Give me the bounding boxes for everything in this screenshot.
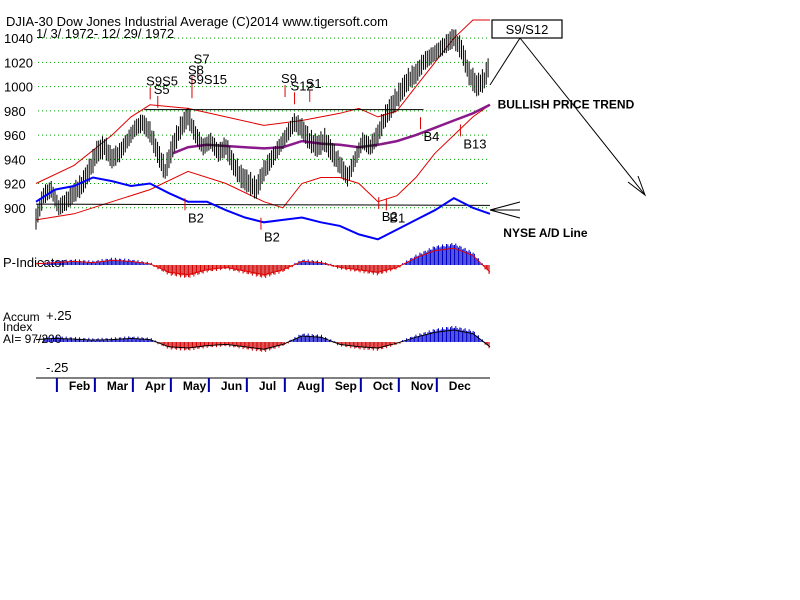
sell-signal-label: S9 bbox=[281, 71, 297, 86]
forecast-down-arrow bbox=[519, 37, 646, 196]
signal-box bbox=[491, 19, 563, 39]
ad-line bbox=[35, 176, 491, 241]
y-tick-920: 920 bbox=[4, 177, 26, 192]
buy-signal-label: B1 bbox=[389, 210, 405, 225]
sell-signal-label: S12 bbox=[291, 78, 314, 93]
p-indicator-label: P-Indicator bbox=[3, 255, 67, 270]
upper-band bbox=[35, 19, 490, 184]
month-label: May bbox=[183, 379, 207, 393]
month-label: Mar bbox=[107, 379, 129, 393]
accum-label-line2: Index bbox=[3, 320, 32, 334]
price-gridlines bbox=[38, 37, 490, 209]
y-tick-labels: 1040 1020 1000 980 960 940 920 900 bbox=[4, 31, 33, 216]
ad-line-path bbox=[35, 176, 491, 241]
y-tick-1040: 1040 bbox=[4, 31, 33, 46]
y-tick-1020: 1020 bbox=[4, 55, 33, 70]
month-label: Jul bbox=[259, 379, 276, 393]
month-label: Feb bbox=[69, 379, 90, 393]
buy-signal-label: B13 bbox=[463, 136, 486, 151]
accum-label-line1: Accum bbox=[3, 310, 40, 324]
sell-signal-label: S9S5 bbox=[146, 73, 178, 88]
price-bars bbox=[35, 29, 489, 230]
buy-signal-label: B2 bbox=[188, 210, 204, 225]
month-label: Nov bbox=[411, 379, 434, 393]
month-label: Oct bbox=[373, 379, 393, 393]
month-label: Aug bbox=[297, 379, 320, 393]
buy-signal-label: B2 bbox=[264, 230, 280, 245]
month-axis: Feb Mar Apr May Jun Jul Aug Sep Oct Nov Dec bbox=[36, 377, 490, 393]
forecast-arrows bbox=[489, 37, 647, 219]
sell-signal-label: S1 bbox=[306, 76, 322, 91]
accum-index-histogram bbox=[35, 325, 491, 352]
chart-date-range: 1/ 3/ 1972- 12/ 29/ 1972 bbox=[36, 26, 174, 41]
y-tick-980: 980 bbox=[4, 104, 26, 119]
forecast-up-arrow bbox=[489, 37, 521, 86]
ad-line-pointer bbox=[489, 201, 521, 219]
histogram-average bbox=[35, 329, 491, 350]
lower-band bbox=[35, 104, 491, 221]
forecast-down-arrowhead bbox=[627, 175, 647, 197]
histogram-average bbox=[35, 247, 491, 276]
annotation: NYSE A/D Line bbox=[503, 226, 588, 240]
accum-lower-label: -.25 bbox=[46, 360, 68, 375]
y-tick-960: 960 bbox=[4, 128, 26, 143]
sell-signal-label: S5 bbox=[154, 82, 170, 97]
y-tick-1000: 1000 bbox=[4, 80, 33, 95]
month-label: Jun bbox=[221, 379, 242, 393]
trendline-1 bbox=[35, 203, 491, 206]
sell-signal-label: S8 bbox=[188, 63, 204, 78]
buy-signal-label: B4 bbox=[424, 129, 440, 144]
buy-signal-label: B2 bbox=[382, 209, 398, 224]
sell-signal-label: S7 bbox=[194, 52, 210, 67]
month-label: Dec bbox=[449, 379, 471, 393]
price-bands bbox=[35, 19, 491, 221]
y-tick-940: 940 bbox=[4, 152, 26, 167]
accum-upper-label: +.25 bbox=[46, 308, 72, 323]
annotations: BULLISH PRICE TREND NYSE A/D Line bbox=[498, 97, 635, 239]
signal-box-label: S9/S12 bbox=[506, 22, 549, 37]
y-tick-900: 900 bbox=[4, 201, 26, 216]
sell-signal-label: S9S15 bbox=[188, 72, 227, 87]
annotation: BULLISH PRICE TREND bbox=[498, 97, 635, 111]
p-indicator-histogram bbox=[35, 243, 491, 278]
accum-label-line3: AI= 97/200 bbox=[3, 332, 62, 346]
month-label: Sep bbox=[335, 379, 357, 393]
trendlines bbox=[35, 109, 491, 206]
month-label: Apr bbox=[145, 379, 166, 393]
chart-title: DJIA-30 Dow Jones Industrial Average (C)… bbox=[6, 14, 388, 29]
